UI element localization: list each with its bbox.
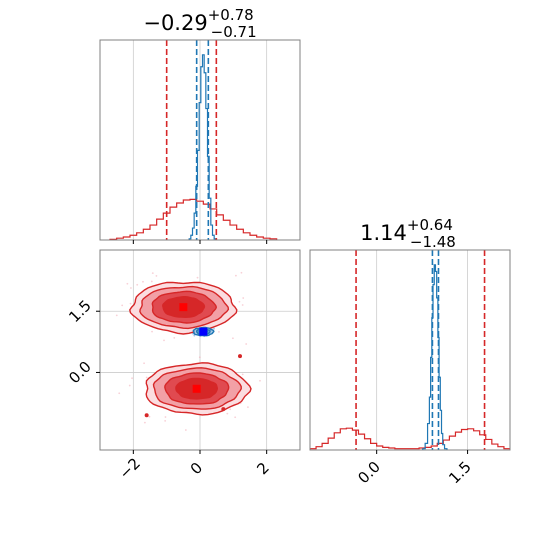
scatter-point xyxy=(218,330,220,333)
x-tick-label: 1.5 xyxy=(445,458,475,488)
scatter-point xyxy=(163,339,165,342)
scatter-point xyxy=(198,356,201,359)
scatter-point xyxy=(229,408,232,411)
scatter-point xyxy=(226,412,229,415)
x-tick-label: −2 xyxy=(116,454,144,482)
scatter-point xyxy=(259,379,261,382)
scatter-point xyxy=(164,416,167,418)
outlier-point xyxy=(144,413,149,418)
scatter-point xyxy=(245,343,248,345)
scatter-point xyxy=(155,275,158,277)
scatter-point xyxy=(128,384,131,387)
scatter-point xyxy=(196,276,199,279)
mode-marker-blue xyxy=(199,327,208,336)
scatter-point xyxy=(301,388,303,390)
y-tick-label: 0.0 xyxy=(65,358,95,388)
scatter-point xyxy=(213,327,215,330)
scatter-point xyxy=(118,392,121,395)
scatter-point xyxy=(143,362,145,365)
scatter-point xyxy=(145,376,148,379)
scatter-point xyxy=(143,421,146,424)
scatter-point xyxy=(234,416,237,419)
scatter-point xyxy=(121,304,124,307)
panel-bottom-right-frame xyxy=(309,249,511,451)
histogram-series-1 xyxy=(422,264,448,450)
scatter-point xyxy=(173,337,176,339)
scatter-point xyxy=(238,300,241,303)
scatter-point xyxy=(131,377,133,380)
scatter-point xyxy=(187,456,189,458)
scatter-point xyxy=(247,406,249,409)
scatter-point xyxy=(151,272,154,275)
scatter-point xyxy=(150,280,153,283)
scatter-point xyxy=(231,337,234,340)
scatter-point xyxy=(130,287,132,289)
histogram-series-1 xyxy=(188,54,217,240)
scatter-point xyxy=(240,271,243,274)
title-bottom-right: 1.14+0.64 −1.48 xyxy=(360,216,456,251)
outlier-point xyxy=(221,407,226,412)
x-tick-label: 0 xyxy=(187,459,206,478)
histogram-series-0 xyxy=(310,427,510,450)
scatter-point xyxy=(151,330,153,333)
x-tick-label: 2 xyxy=(253,459,272,478)
outlier-point xyxy=(238,354,242,359)
panel-top-left: −0.29+0.78 −0.71 xyxy=(99,6,301,244)
scatter-point xyxy=(142,280,144,283)
scatter-point xyxy=(115,314,118,317)
panel-bottom-right: 0.0 1.5 1.14+0.64 −1.48 xyxy=(309,216,511,488)
scatter-point xyxy=(241,373,244,376)
scatter-point xyxy=(148,415,151,418)
y-tick-label: 1.5 xyxy=(65,296,95,326)
x-tick-label: 0.0 xyxy=(354,458,384,488)
scatter-point xyxy=(193,334,196,337)
histogram-series-0 xyxy=(109,198,278,240)
title-top-left: −0.29+0.78 −0.71 xyxy=(143,6,256,41)
scatter-point xyxy=(126,282,129,285)
mode-marker-red xyxy=(179,303,188,312)
scatter-point xyxy=(235,274,237,277)
scatter-point xyxy=(184,429,187,431)
mode-marker-red xyxy=(192,384,201,393)
scatter-point xyxy=(241,304,244,306)
scatter-point xyxy=(164,419,167,422)
panel-bottom-left: −2 0 2 0.0 1.5 xyxy=(49,249,303,483)
scatter-point xyxy=(136,283,139,286)
scatter-point xyxy=(49,287,51,289)
scatter-point xyxy=(242,297,245,299)
scatter-point xyxy=(129,302,132,305)
